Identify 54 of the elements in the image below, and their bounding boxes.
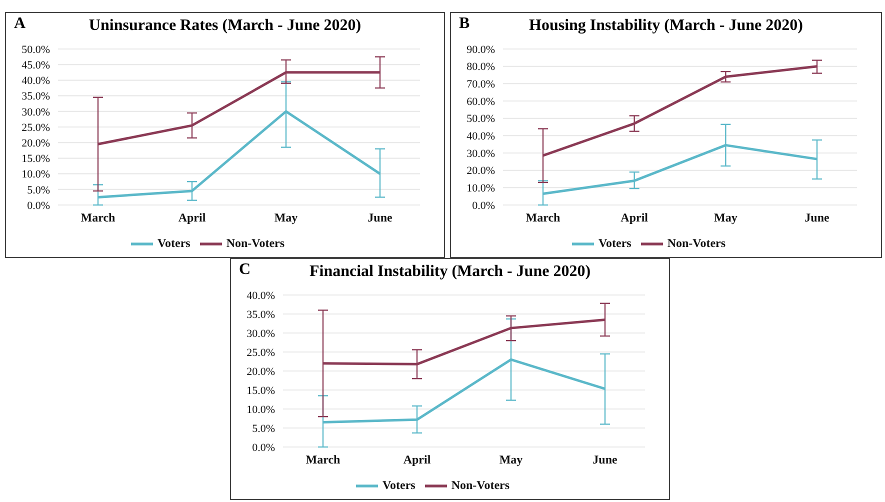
- y-tick-label: 20.0%: [246, 366, 275, 378]
- chart-title: Uninsurance Rates (March - June 2020): [88, 17, 362, 34]
- y-tick-label: 40.0%: [246, 290, 275, 302]
- x-tick-label: May: [714, 210, 738, 225]
- x-tick-label: March: [526, 210, 561, 225]
- y-tick-label: 40.0%: [466, 130, 495, 143]
- y-tick-label: 30.0%: [22, 106, 50, 118]
- y-tick-label: 30.0%: [466, 148, 495, 160]
- y-tick-label: 20.0%: [466, 165, 495, 178]
- y-tick-label: 25.0%: [246, 346, 275, 359]
- y-tick-label: 70.0%: [466, 78, 495, 91]
- y-tick-label: 45.0%: [22, 60, 50, 72]
- y-tick-label: 80.0%: [466, 61, 495, 74]
- y-tick-label: 50.0%: [466, 113, 495, 126]
- y-tick-label: 10.0%: [22, 168, 50, 181]
- y-tick-label: 90.0%: [466, 44, 495, 56]
- y-tick-label: 30.0%: [246, 328, 275, 340]
- y-tick-label: 25.0%: [22, 122, 50, 134]
- x-tick-label: April: [178, 210, 206, 225]
- y-tick-label: 15.0%: [22, 153, 50, 166]
- y-tick-label: 0.0%: [27, 200, 50, 212]
- legend-label: Non-Voters: [451, 478, 510, 492]
- chart-title: Financial Instability (March - June 2020): [309, 263, 591, 280]
- y-tick-label: 0.0%: [252, 442, 275, 454]
- text: A: [14, 15, 26, 33]
- x-tick-label: March: [80, 210, 116, 225]
- legend-label: Non-Voters: [667, 236, 726, 250]
- y-tick-label: 10.0%: [246, 404, 275, 416]
- y-tick-label: 15.0%: [246, 384, 275, 397]
- y-tick-label: 5.0%: [252, 422, 275, 435]
- legend-label: Voters: [598, 236, 632, 250]
- text: B: [459, 15, 470, 33]
- y-tick-label: 5.0%: [27, 184, 50, 196]
- text: C: [239, 261, 251, 279]
- legend-label: Voters: [157, 236, 190, 250]
- x-tick-label: June: [804, 210, 830, 225]
- y-tick-label: 60.0%: [466, 96, 495, 108]
- y-tick-label: 35.0%: [246, 308, 275, 321]
- x-tick-label: April: [403, 452, 432, 467]
- y-tick-label: 35.0%: [22, 90, 50, 103]
- y-tick-label: 0.0%: [472, 200, 495, 212]
- x-tick-label: April: [620, 210, 649, 225]
- x-tick-label: May: [274, 210, 298, 225]
- x-tick-label: June: [368, 210, 394, 225]
- legend-label: Non-Voters: [226, 236, 285, 250]
- y-tick-label: 50.0%: [22, 44, 50, 56]
- legend-label: Voters: [382, 478, 416, 492]
- x-tick-label: May: [499, 452, 523, 467]
- x-tick-label: March: [306, 452, 341, 467]
- y-tick-label: 40.0%: [22, 75, 50, 88]
- y-tick-label: 10.0%: [466, 182, 495, 195]
- chart-title: Housing Instability (March - June 2020): [529, 17, 803, 34]
- x-tick-label: June: [592, 452, 618, 467]
- y-tick-label: 20.0%: [22, 138, 50, 150]
